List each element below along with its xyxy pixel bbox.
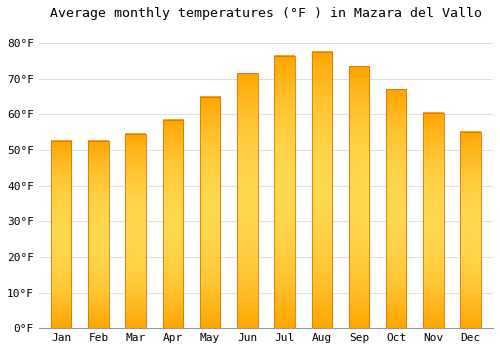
Bar [237, 74, 258, 328]
Bar [126, 134, 146, 328]
Bar [386, 89, 406, 328]
Bar [88, 141, 108, 328]
Bar [423, 113, 444, 328]
Bar [349, 66, 370, 328]
Title: Average monthly temperatures (°F ) in Mazara del Vallo: Average monthly temperatures (°F ) in Ma… [50, 7, 482, 20]
Bar [162, 120, 183, 328]
Bar [274, 56, 295, 328]
Bar [312, 52, 332, 328]
Bar [51, 141, 72, 328]
Bar [460, 132, 481, 328]
Bar [200, 97, 220, 328]
